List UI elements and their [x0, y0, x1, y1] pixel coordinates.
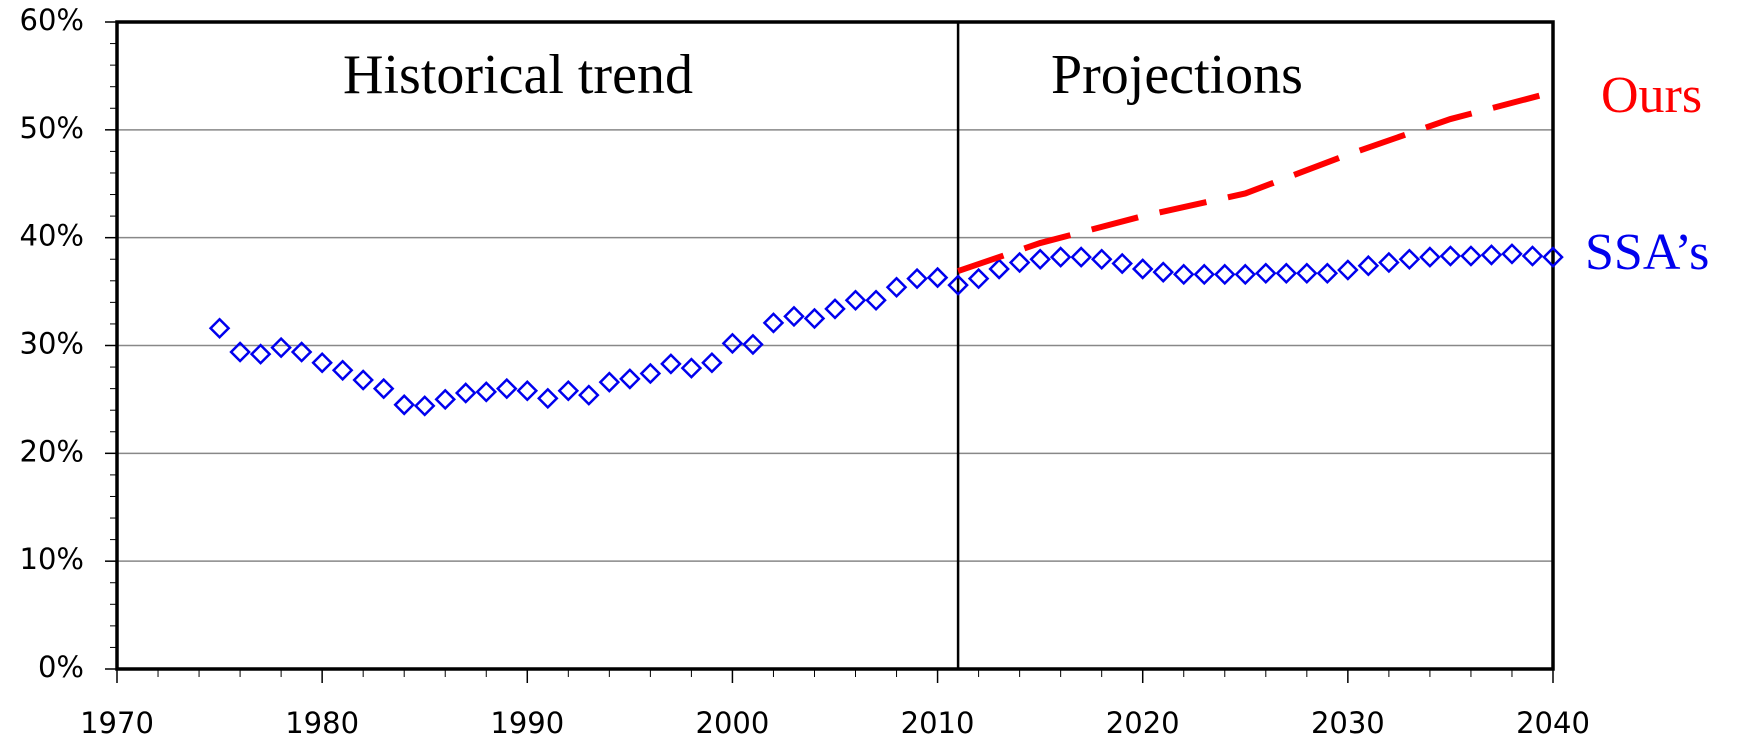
x-tick-label: 2010	[901, 706, 975, 740]
data-point	[1255, 262, 1277, 285]
data-point	[352, 369, 374, 391]
plot-frame	[115, 20, 1555, 671]
data-point	[331, 359, 354, 382]
annotation: Historical trend	[343, 44, 693, 106]
data-point	[1234, 263, 1257, 286]
data-point	[496, 377, 518, 400]
data-point	[249, 343, 272, 365]
data-point	[1439, 245, 1462, 267]
x-tick-label: 2030	[1311, 706, 1385, 740]
data-point	[475, 381, 498, 403]
data-point	[1460, 245, 1482, 267]
data-point	[988, 258, 1010, 280]
data-point	[516, 380, 539, 402]
data-point	[824, 298, 846, 320]
data-point	[1131, 258, 1154, 280]
data-point	[1480, 244, 1503, 266]
data-point	[844, 289, 867, 311]
y-tick-label: 20%	[20, 434, 84, 468]
data-point	[372, 377, 395, 400]
y-tick-label: 10%	[20, 542, 84, 576]
data-point	[1378, 251, 1400, 274]
x-tick-label: 2020	[1106, 706, 1180, 740]
data-point	[680, 357, 703, 379]
data-point	[865, 289, 887, 311]
data-point	[1172, 263, 1195, 286]
data-point	[1542, 246, 1564, 268]
x-tick-label: 1970	[80, 706, 154, 740]
x-tick-label: 2040	[1516, 706, 1590, 740]
data-point	[619, 368, 641, 390]
annotation: Projections	[1051, 44, 1303, 106]
data-point	[660, 353, 682, 375]
series-label: Ours	[1601, 67, 1702, 124]
y-tick-label: 60%	[20, 3, 84, 37]
x-tick-label: 2000	[696, 706, 770, 740]
data-point	[947, 274, 969, 296]
x-tick-label: 1980	[285, 706, 359, 740]
x-tick-label: 1990	[490, 706, 564, 740]
data-point	[1008, 251, 1031, 274]
data-point	[208, 317, 231, 340]
y-tick-label: 30%	[20, 327, 84, 361]
data-point	[434, 388, 456, 411]
data-point	[578, 384, 600, 406]
data-point	[413, 395, 436, 417]
data-point	[1152, 261, 1174, 283]
series-line	[957, 89, 1554, 274]
data-point	[1214, 263, 1236, 286]
data-point	[885, 276, 908, 299]
data-point	[598, 371, 621, 393]
data-point	[229, 341, 251, 363]
data-point	[906, 267, 928, 290]
data-point	[290, 341, 313, 363]
data-point	[1070, 246, 1092, 268]
data-point	[1029, 248, 1051, 271]
data-point	[557, 380, 580, 402]
data-point	[783, 305, 805, 328]
data-point	[1111, 252, 1133, 275]
data-point	[1193, 263, 1216, 286]
data-point	[803, 307, 826, 330]
data-point	[926, 266, 949, 289]
data-point	[1316, 262, 1339, 285]
data-point	[311, 351, 333, 374]
data-point	[537, 387, 559, 410]
data-point	[967, 267, 990, 290]
data-point	[701, 351, 723, 374]
data-point	[1501, 243, 1523, 265]
data-point	[1357, 254, 1380, 277]
data-point	[1337, 259, 1359, 281]
data-point	[1521, 245, 1544, 267]
data-point	[1419, 246, 1441, 268]
data-point	[1275, 262, 1298, 285]
data-point	[393, 394, 415, 416]
data-point	[1090, 248, 1113, 271]
data-point	[762, 312, 785, 334]
data-point	[1049, 246, 1072, 268]
data-point	[639, 362, 662, 385]
data-point	[270, 336, 292, 359]
data-point	[721, 332, 744, 355]
y-tick-label: 50%	[20, 111, 84, 145]
data-point	[454, 382, 477, 404]
y-tick-label: 0%	[38, 650, 84, 684]
y-tick-label: 40%	[20, 219, 84, 253]
data-point	[1296, 262, 1318, 285]
series-label: SSA’s	[1585, 224, 1709, 281]
data-point	[742, 333, 764, 356]
data-point	[1398, 248, 1421, 271]
